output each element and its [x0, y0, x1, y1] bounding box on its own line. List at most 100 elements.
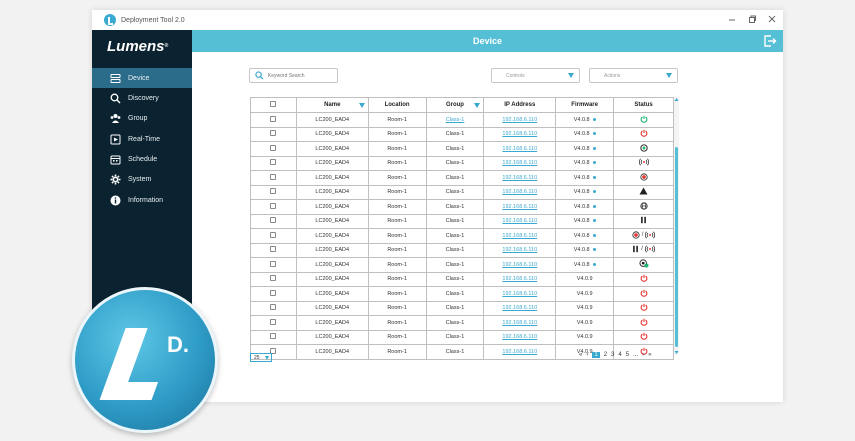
- search-input[interactable]: [267, 72, 337, 79]
- device-ip-link[interactable]: 192.168.6.110: [502, 276, 538, 283]
- power-off-icon[interactable]: [640, 289, 648, 297]
- row-checkbox[interactable]: [270, 115, 277, 122]
- row-checkbox[interactable]: [270, 304, 277, 311]
- connected-icon[interactable]: [639, 144, 648, 152]
- device-ip-link[interactable]: 192.168.6.110: [502, 116, 538, 123]
- table-row[interactable]: LC200_EAD4 Room-1 Class-1 192.168.6.110 V4.0…: [250, 141, 674, 157]
- record-icon[interactable]: [639, 173, 648, 181]
- device-ip-link[interactable]: 192.168.6.110: [502, 319, 538, 326]
- table-row[interactable]: LC200_EAD4 Room-1 Class-1 192.168.6.110 V4.0…: [250, 329, 674, 345]
- row-checkbox[interactable]: [270, 275, 277, 282]
- power-off-icon[interactable]: [640, 274, 648, 283]
- scroll-thumb[interactable]: [675, 147, 678, 347]
- sidebar-item-group[interactable]: Group: [92, 109, 192, 129]
- table-row[interactable]: LC200_EAD4 Room-1 Class-1 192.168.6.110 V4.0…: [250, 112, 674, 128]
- sidebar-item-real-time[interactable]: Real-Time: [92, 129, 192, 149]
- device-ip-link[interactable]: 192.168.6.110: [502, 305, 538, 312]
- row-checkbox[interactable]: [270, 144, 277, 151]
- close-button[interactable]: [767, 14, 777, 24]
- row-checkbox[interactable]: [270, 159, 277, 166]
- table-scrollbar[interactable]: [674, 97, 679, 355]
- sort-icon[interactable]: [358, 103, 365, 108]
- device-ip-link[interactable]: 192.168.6.110: [502, 189, 538, 196]
- table-row[interactable]: LC200_EAD4 Room-1 Class-1 192.168.6.110 V4.0…: [250, 286, 674, 302]
- prev-page-button[interactable]: ‹: [586, 352, 589, 358]
- first-page-button[interactable]: «: [579, 352, 583, 358]
- connected-network-icon[interactable]: [638, 259, 649, 268]
- table-row[interactable]: LC200_EAD4 Room-1 Class-1 192.168.6.110 V4.0…: [250, 300, 674, 316]
- warning-icon[interactable]: [639, 187, 648, 195]
- device-ip-link[interactable]: 192.168.6.110: [502, 348, 538, 355]
- table-row[interactable]: LC200_EAD4 Room-1 Class-1 192.168.6.110 V4.0…: [250, 184, 674, 200]
- device-ip-link[interactable]: 192.168.6.110: [502, 174, 538, 181]
- power-off-icon[interactable]: [640, 129, 648, 138]
- network-icon[interactable]: [639, 202, 648, 210]
- page-button-4[interactable]: 4: [618, 352, 622, 358]
- device-ip-link[interactable]: 192.168.6.110: [502, 160, 538, 167]
- column-header-name[interactable]: Name: [295, 97, 369, 113]
- device-ip-link[interactable]: 192.168.6.110: [502, 334, 538, 341]
- table-row[interactable]: LC200_EAD4 Room-1 Class-1 192.168.6.110 V4.0…: [250, 170, 674, 186]
- sidebar-item-information[interactable]: Information: [92, 190, 192, 210]
- sidebar-item-schedule[interactable]: Schedule: [92, 150, 192, 170]
- last-page-button[interactable]: »: [648, 352, 652, 358]
- device-ip-link[interactable]: 192.168.6.110: [502, 203, 538, 210]
- sidebar-item-system[interactable]: System: [92, 170, 192, 190]
- record-broadcast-icon[interactable]: /: [632, 231, 656, 239]
- page-button-5[interactable]: 5: [625, 352, 630, 358]
- table-row[interactable]: LC200_EAD4 Room-1 Class-1 192.168.6.110 V4.0…: [250, 257, 674, 273]
- pause-broadcast-icon[interactable]: /: [632, 245, 655, 253]
- device-ip-link[interactable]: 192.168.6.110: [502, 261, 538, 268]
- row-checkbox[interactable]: [270, 246, 277, 253]
- table-row[interactable]: LC200_EAD4 Room-1 Class-1 192.168.6.110 V4.0…: [250, 213, 674, 229]
- table-row[interactable]: LC200_EAD4 Room-1 Class-1 192.168.6.110 V4.0…: [250, 126, 674, 142]
- page-size-select[interactable]: 25: [250, 353, 272, 362]
- exit-button[interactable]: [763, 34, 777, 48]
- select-all-checkbox[interactable]: [270, 101, 277, 107]
- pause-icon[interactable]: [640, 216, 647, 224]
- page-button-1[interactable]: 1: [592, 352, 600, 358]
- power-off-icon[interactable]: [640, 347, 648, 355]
- actions-select[interactable]: Actions: [589, 68, 678, 83]
- column-header-group[interactable]: Group: [425, 97, 485, 113]
- table-row[interactable]: LC200_EAD4 Room-1 Class-1 192.168.6.110 V4.0…: [250, 199, 674, 215]
- table-row[interactable]: LC200_EAD4 Room-1 Class-1 192.168.6.110 V4.0…: [250, 315, 674, 331]
- row-checkbox[interactable]: [270, 130, 277, 137]
- sort-icon[interactable]: [474, 103, 481, 108]
- table-row[interactable]: LC200_EAD4 Room-1 Class-1 192.168.6.110 V4.0…: [250, 271, 674, 287]
- row-checkbox[interactable]: [270, 217, 277, 224]
- controls-select[interactable]: Controls: [491, 68, 580, 83]
- power-on-icon[interactable]: [640, 115, 648, 123]
- sidebar-item-discovery[interactable]: Discovery: [92, 88, 192, 108]
- row-checkbox[interactable]: [270, 260, 277, 267]
- power-off-icon[interactable]: [640, 332, 648, 341]
- next-page-button[interactable]: ›: [642, 352, 645, 358]
- power-off-icon[interactable]: [640, 318, 648, 326]
- power-off-icon[interactable]: [640, 303, 648, 312]
- broadcast-icon[interactable]: [638, 158, 649, 166]
- minimize-button[interactable]: [727, 14, 737, 24]
- row-checkbox[interactable]: [270, 188, 277, 195]
- table-row[interactable]: LC200_EAD4 Room-1 Class-1 192.168.6.110 V4.0…: [250, 155, 674, 171]
- restore-button[interactable]: [747, 14, 757, 24]
- search-box[interactable]: [249, 68, 338, 83]
- row-checkbox[interactable]: [270, 347, 277, 354]
- row-checkbox[interactable]: [270, 333, 277, 340]
- device-ip-link[interactable]: 192.168.6.110: [502, 131, 538, 138]
- table-row[interactable]: LC200_EAD4 Room-1 Class-1 192.168.6.110 V4.0…: [250, 242, 674, 258]
- row-checkbox[interactable]: [270, 231, 277, 238]
- row-checkbox[interactable]: [270, 202, 277, 209]
- row-checkbox[interactable]: [270, 318, 277, 325]
- device-ip-link[interactable]: 192.168.6.110: [502, 145, 538, 152]
- row-checkbox[interactable]: [270, 173, 277, 180]
- table-row[interactable]: LC200_EAD4 Room-1 Class-1 192.168.6.110 V4.0…: [250, 344, 674, 360]
- device-group[interactable]: Class-1: [445, 116, 465, 123]
- row-checkbox[interactable]: [270, 289, 277, 296]
- page-button-2[interactable]: 2: [603, 352, 608, 358]
- device-ip-link[interactable]: 192.168.6.110: [502, 247, 538, 254]
- page-button-3[interactable]: 3: [611, 352, 615, 358]
- sidebar-item-device[interactable]: Device: [92, 68, 192, 88]
- device-ip-link[interactable]: 192.168.6.110: [502, 290, 538, 297]
- table-row[interactable]: LC200_EAD4 Room-1 Class-1 192.168.6.110 V4.0…: [250, 228, 674, 244]
- device-ip-link[interactable]: 192.168.6.110: [502, 232, 538, 239]
